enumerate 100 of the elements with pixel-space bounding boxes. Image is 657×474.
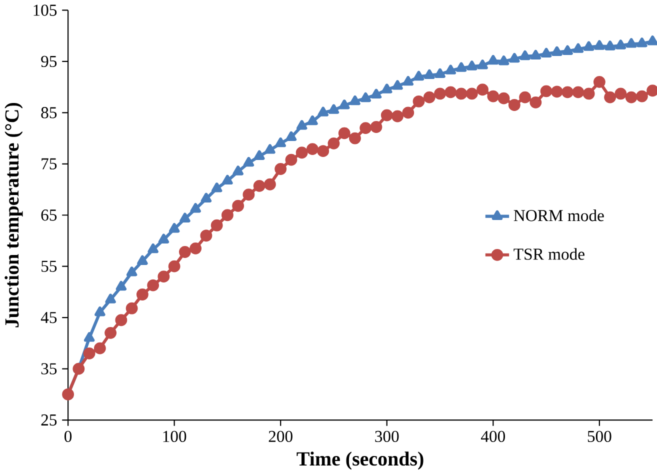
point — [593, 76, 606, 88]
point — [274, 162, 287, 175]
point — [210, 219, 223, 232]
y-tick-label: 75 — [42, 158, 57, 170]
point — [434, 88, 446, 100]
point — [614, 88, 627, 100]
point — [370, 120, 382, 133]
point — [508, 98, 520, 111]
point — [562, 45, 573, 55]
point — [615, 39, 626, 50]
point — [328, 137, 340, 150]
point — [604, 91, 616, 104]
point — [221, 209, 234, 221]
point — [636, 37, 648, 48]
point — [530, 96, 542, 108]
point — [582, 88, 595, 100]
point — [328, 104, 340, 114]
y-tick-label: 25 — [41, 414, 57, 426]
point — [572, 86, 584, 98]
point — [264, 144, 276, 154]
legend-label: NORM mode — [514, 209, 604, 222]
y-tick-label: 45 — [40, 312, 57, 323]
point — [392, 110, 404, 122]
point — [94, 306, 106, 316]
point — [180, 212, 190, 222]
point — [498, 92, 510, 104]
point — [200, 229, 212, 242]
point — [242, 188, 255, 200]
point — [360, 122, 372, 134]
point — [550, 86, 563, 98]
point — [147, 279, 160, 292]
point — [540, 48, 552, 58]
point — [413, 70, 424, 80]
point — [466, 88, 478, 100]
point — [519, 91, 531, 104]
y-tick-label: 95 — [41, 56, 57, 67]
point — [626, 38, 637, 48]
point — [126, 302, 138, 314]
point — [158, 234, 170, 244]
point — [168, 260, 180, 272]
point — [509, 52, 520, 62]
point — [190, 202, 201, 213]
point — [455, 88, 468, 100]
point — [306, 142, 318, 155]
point — [562, 86, 574, 98]
point — [487, 90, 500, 102]
y-axis-title: Junction temperature (°C) — [4, 102, 23, 328]
point — [318, 106, 328, 116]
point — [338, 127, 350, 139]
point — [84, 332, 95, 342]
point — [72, 362, 85, 375]
point — [190, 242, 202, 254]
point — [477, 59, 488, 70]
point — [636, 90, 648, 102]
x-tick-label: 500 — [588, 430, 612, 442]
point — [583, 40, 594, 51]
y-tick-label: 85 — [41, 106, 57, 118]
point — [232, 200, 244, 212]
point — [104, 326, 117, 339]
point — [148, 243, 158, 254]
y-tick-label: 35 — [41, 363, 57, 374]
point — [338, 99, 350, 110]
point — [530, 50, 542, 60]
x-tick-label: 300 — [375, 430, 399, 442]
point — [115, 314, 128, 326]
x-tick-label: 400 — [480, 430, 505, 442]
point — [370, 88, 382, 98]
x-tick-label: 200 — [268, 430, 292, 442]
point — [488, 54, 499, 65]
point — [211, 182, 222, 192]
point — [552, 46, 562, 56]
point — [254, 150, 265, 160]
x-tick-label: 0 — [64, 430, 72, 442]
point — [392, 80, 403, 90]
point — [200, 192, 212, 202]
y-tick-label: 105 — [34, 4, 57, 16]
point — [380, 109, 393, 122]
point — [126, 266, 138, 276]
point — [402, 106, 414, 118]
point — [232, 165, 244, 176]
point — [178, 246, 191, 258]
point — [264, 178, 276, 190]
point — [83, 347, 96, 360]
point — [253, 180, 266, 192]
point — [317, 144, 330, 157]
point — [594, 40, 605, 50]
point — [360, 92, 371, 102]
point — [296, 120, 308, 130]
x-axis-title: Time (seconds) — [296, 451, 424, 470]
y-tick-label: 65 — [41, 209, 57, 221]
y-tick-label: 55 — [42, 260, 57, 272]
point — [137, 255, 148, 265]
point — [285, 154, 298, 166]
point — [625, 91, 638, 104]
point — [604, 40, 616, 50]
point — [94, 342, 106, 354]
point — [286, 131, 297, 141]
point — [307, 115, 318, 125]
point — [105, 294, 116, 304]
point — [423, 91, 436, 104]
